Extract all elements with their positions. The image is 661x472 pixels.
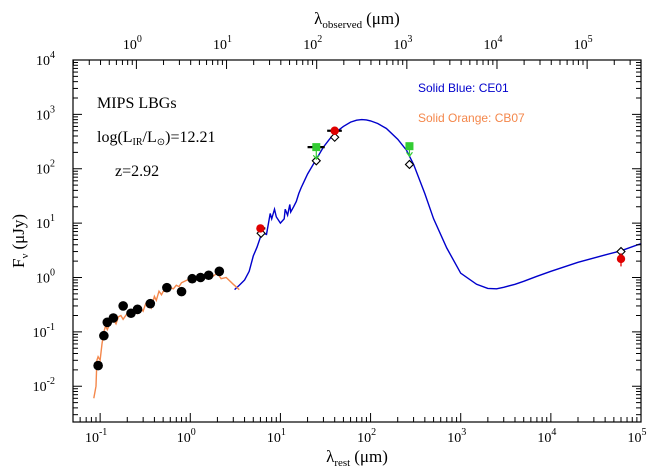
data-point-black xyxy=(108,313,119,323)
upper-limit-arrowhead xyxy=(405,151,413,158)
top-x-tick-label: 101 xyxy=(213,34,232,53)
top-x-tick-label: 100 xyxy=(123,34,142,53)
data-point-black xyxy=(187,273,197,284)
x-tick-label: 103 xyxy=(447,427,466,446)
y-tick-label: 10-1 xyxy=(33,322,55,341)
data-point-black xyxy=(203,270,214,281)
x-tick-label: 101 xyxy=(267,427,286,446)
y-tick-label: 102 xyxy=(36,159,55,178)
x-tick-label: 10-1 xyxy=(85,427,107,446)
y-tick-label: 100 xyxy=(36,267,55,286)
legend-ce01: Solid Blue: CE01 xyxy=(418,81,509,95)
data-point-black xyxy=(118,301,128,311)
data-point-diamond xyxy=(311,156,322,166)
data-point-green xyxy=(405,142,414,151)
data-point-black xyxy=(93,360,103,371)
y-tick-label: 104 xyxy=(36,50,55,69)
data-point-black xyxy=(132,304,143,315)
top-x-tick-label: 105 xyxy=(574,34,593,53)
data-point-black xyxy=(195,272,206,283)
clipped-series xyxy=(93,118,641,399)
data-point-diamond xyxy=(329,132,340,143)
annotation-luminosity: log(LIR/L⊙)=12.21 xyxy=(97,129,216,148)
data-point-diamond xyxy=(404,159,415,170)
data-point-red xyxy=(616,254,626,264)
annotation-redshift: z=2.92 xyxy=(115,163,159,180)
top-x-tick-label: 102 xyxy=(303,34,322,53)
data-point-red xyxy=(330,126,339,135)
x-tick-label: 105 xyxy=(628,427,647,446)
data-point-black xyxy=(214,266,225,277)
ticks-layer: 10-1 100 101 102 103 104 105 100 101 102 103 104 105… xyxy=(33,34,647,446)
top-x-axis-label: λobserved (μm) xyxy=(314,9,400,31)
data-point-red xyxy=(256,224,265,233)
data-point-black xyxy=(145,298,156,309)
y-tick-label: 10-2 xyxy=(33,376,55,395)
series-line-0 xyxy=(234,118,641,291)
x-tick-label: 102 xyxy=(357,427,376,446)
legend-cb07: Solid Orange: CB07 xyxy=(418,111,525,125)
data-point-black xyxy=(99,330,109,341)
annotation-title: MIPS LBGs xyxy=(97,95,177,112)
data-point-black xyxy=(176,286,187,297)
y-tick-label: 103 xyxy=(36,104,55,123)
x-tick-label: 104 xyxy=(537,427,556,446)
y-tick-label: 101 xyxy=(36,213,55,232)
upper-limit-arrowhead xyxy=(312,154,320,161)
data-point-black xyxy=(162,282,172,293)
x-tick-label: 100 xyxy=(177,427,196,446)
plot-frame xyxy=(72,59,642,423)
y-axis-label: Fν(μJy) xyxy=(9,214,31,268)
top-x-tick-label: 104 xyxy=(483,34,502,53)
series-layer xyxy=(93,118,641,399)
top-x-tick-label: 103 xyxy=(393,34,412,53)
data-point-green xyxy=(312,143,321,152)
x-axis-label: λrest (μm) xyxy=(326,447,388,469)
